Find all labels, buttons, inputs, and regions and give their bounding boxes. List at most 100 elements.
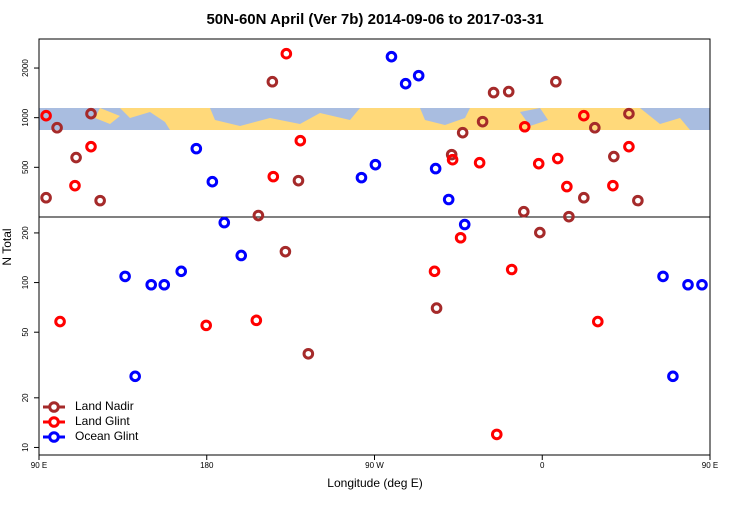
point <box>51 121 63 134</box>
point <box>534 226 546 239</box>
y-tick-label: 200 <box>21 226 30 240</box>
point <box>385 50 398 63</box>
point <box>267 170 280 183</box>
point <box>430 302 443 314</box>
point <box>292 174 305 187</box>
point <box>563 210 575 223</box>
y-tick-label: 20 <box>21 393 30 402</box>
point <box>280 47 293 60</box>
x-tick-label: 90 E <box>702 461 718 470</box>
point <box>369 158 382 171</box>
point <box>589 121 601 134</box>
point <box>85 107 97 120</box>
point <box>69 179 81 192</box>
point <box>682 278 694 291</box>
point <box>487 86 500 99</box>
point <box>608 150 620 163</box>
point <box>279 245 292 258</box>
point <box>119 270 131 283</box>
map-ocean <box>210 108 360 126</box>
point <box>54 315 66 328</box>
y-tick-label: 500 <box>21 160 30 174</box>
point <box>446 153 459 166</box>
x-tick-label: 90 E <box>31 461 47 470</box>
point <box>490 428 503 441</box>
chart-title: 50N-60N April (Ver 7b) 2014-09-06 to 201… <box>206 11 543 28</box>
point <box>473 156 486 169</box>
x-tick-label: 0 <box>540 461 545 470</box>
legend-label: Ocean Glint <box>75 429 139 443</box>
point <box>294 134 307 147</box>
legend-marker <box>48 416 60 428</box>
point <box>532 157 545 170</box>
plot-frame <box>38 38 711 456</box>
point <box>70 151 82 164</box>
point <box>454 231 467 244</box>
point <box>442 193 455 206</box>
map-strip <box>39 108 710 130</box>
y-tick-label: 10 <box>21 442 30 451</box>
point <box>623 140 635 153</box>
point <box>175 265 188 278</box>
point <box>428 265 441 278</box>
point <box>40 191 52 204</box>
legend-label: Land Nadir <box>75 399 134 413</box>
point <box>657 270 669 283</box>
legend-marker <box>48 431 60 443</box>
y-tick-label: 50 <box>21 327 30 336</box>
point <box>206 175 219 188</box>
point <box>200 319 212 332</box>
point <box>252 209 265 222</box>
point <box>591 315 604 328</box>
y-tick-label: 1000 <box>21 108 30 126</box>
x-axis-label: Longitude (deg E) <box>327 476 422 490</box>
point <box>578 191 590 204</box>
point <box>550 75 562 88</box>
point <box>85 140 97 153</box>
point <box>94 194 106 207</box>
map-land <box>95 108 120 124</box>
point <box>505 263 518 276</box>
point <box>129 370 141 383</box>
point <box>429 162 442 175</box>
point <box>476 115 489 128</box>
map-ocean <box>420 108 470 125</box>
point <box>266 75 279 88</box>
point <box>355 171 368 184</box>
point <box>561 180 573 193</box>
point <box>551 152 564 165</box>
point <box>458 218 471 231</box>
point <box>607 179 619 192</box>
point <box>517 205 530 218</box>
map-ocean <box>640 108 710 130</box>
legend-label: Land Glint <box>75 414 130 428</box>
point <box>302 347 315 360</box>
legend-marker <box>48 401 60 413</box>
y-tick-label: 100 <box>21 275 30 289</box>
point <box>190 142 203 155</box>
point <box>235 249 248 262</box>
point <box>456 126 469 139</box>
point <box>696 278 708 291</box>
point <box>623 107 635 120</box>
point <box>218 216 231 229</box>
point <box>412 69 425 82</box>
point <box>518 120 531 133</box>
y-axis-label: N Total <box>0 228 14 265</box>
point <box>502 85 515 98</box>
point <box>145 278 158 291</box>
x-tick-label: 180 <box>200 461 214 470</box>
x-tick-label: 90 W <box>365 461 384 470</box>
point <box>445 148 458 161</box>
point <box>158 278 171 291</box>
point <box>40 109 52 122</box>
point <box>578 109 590 122</box>
point <box>632 194 644 207</box>
y-tick-label: 2000 <box>21 59 30 77</box>
point <box>399 77 412 90</box>
point <box>250 314 263 327</box>
point <box>667 370 679 383</box>
